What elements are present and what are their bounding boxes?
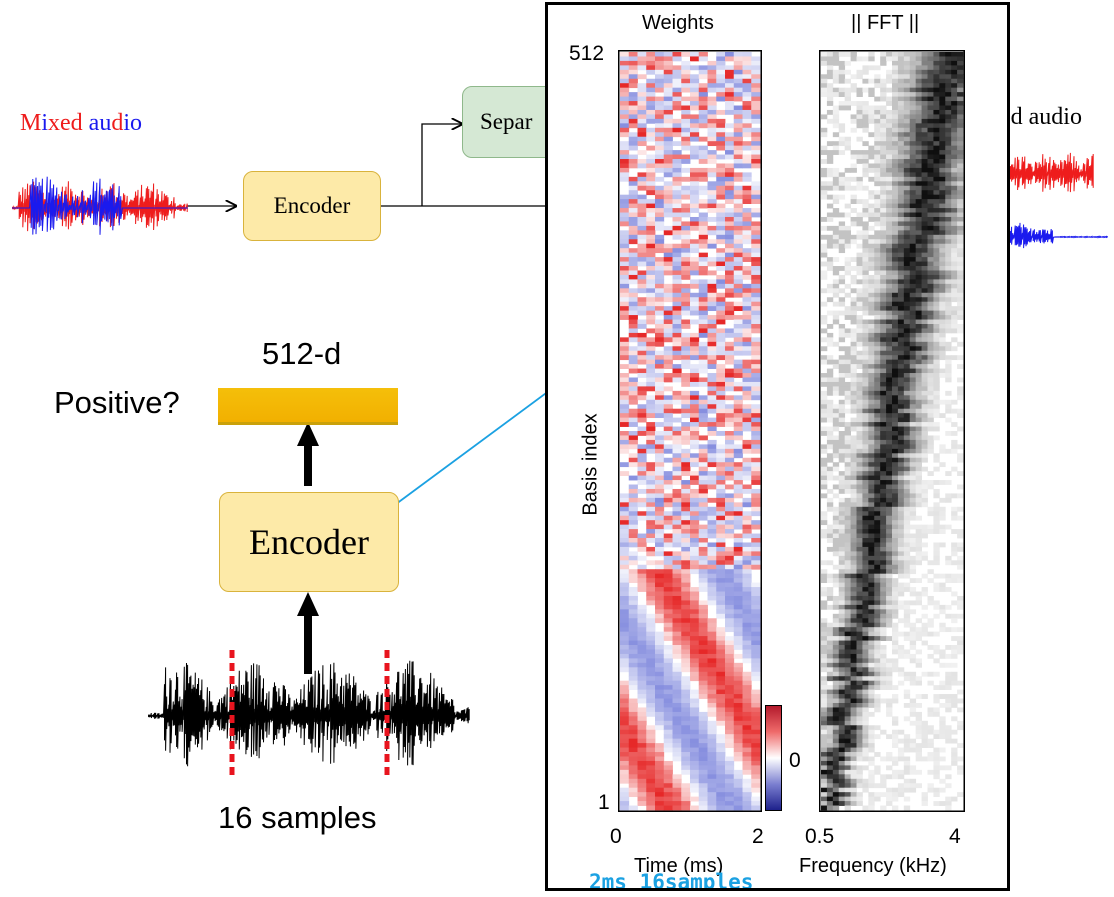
y-axis-label: Basis index	[579, 413, 602, 516]
separated-red-trace	[1008, 152, 1094, 193]
fft-cells	[821, 52, 964, 811]
mixed-audio-label: Mixed audio	[20, 110, 142, 137]
mixed-audio-waveform	[12, 176, 188, 235]
mixed-audio-label-part: io	[123, 110, 142, 136]
y-tick-bottom: 1	[598, 791, 610, 814]
fft-frame	[819, 50, 965, 812]
weights-x-tick-1: 2	[752, 825, 764, 848]
top-encoder-box: Encoder	[243, 171, 381, 241]
separated-waveform-blue	[1008, 222, 1108, 249]
mixed-audio-label-part: M	[20, 110, 42, 136]
sample-length-annotation: 2ms 16samples	[589, 870, 754, 891]
sample-trace	[148, 660, 470, 767]
fft-x-tick-1: 4	[949, 825, 961, 848]
samples-to-encoder-arrow	[297, 592, 319, 674]
mixed-blue-trace	[12, 176, 188, 235]
sample-waveform	[148, 650, 470, 780]
weights-x-label: Time (ms)	[634, 855, 724, 877]
y-tick-top: 512	[569, 42, 605, 65]
top-encoder-label: Encoder	[273, 193, 351, 218]
encoder-to-vector-arrow	[297, 422, 319, 486]
samples-label: 16 samples	[218, 800, 377, 835]
mixed-audio-label-part: i	[41, 110, 49, 136]
positive-label: Positive?	[54, 385, 180, 420]
mixed-audio-label-part: d	[111, 110, 124, 136]
mixed-audio-label-part: au	[88, 110, 112, 136]
colorbar-gradient	[765, 705, 782, 811]
encoder-to-separator-arrow	[421, 124, 462, 206]
mixed-audio-label-part: xed	[48, 110, 83, 136]
fft-x-tick-0: 0.5	[805, 825, 835, 848]
basis-figure-panel: Weights || FFT || 512 1 Basis index 0 0 …	[545, 2, 1010, 891]
separated-waveform-red	[1008, 152, 1094, 193]
weights-colorbar	[765, 705, 782, 811]
fft-x-label: Frequency (kHz)	[799, 855, 947, 877]
separated-audio-label: ed audio	[1000, 104, 1082, 130]
weights-cells	[620, 52, 761, 811]
separator-label: Separ	[480, 109, 533, 134]
dimension-label: 512-d	[262, 336, 342, 371]
weights-frame	[618, 50, 762, 812]
fft-title: || FFT ||	[851, 12, 920, 34]
colorbar-zero-label: 0	[789, 749, 801, 772]
fft-heatmap	[819, 50, 965, 812]
weights-x-tick-0: 0	[610, 825, 622, 848]
separated-blue-trace	[1008, 222, 1108, 249]
feature-vector	[218, 388, 398, 425]
weights-heatmap	[618, 50, 762, 812]
bottom-encoder-label: Encoder	[249, 522, 369, 562]
weights-title: Weights	[642, 12, 714, 34]
bottom-encoder-box: Encoder	[219, 492, 399, 592]
